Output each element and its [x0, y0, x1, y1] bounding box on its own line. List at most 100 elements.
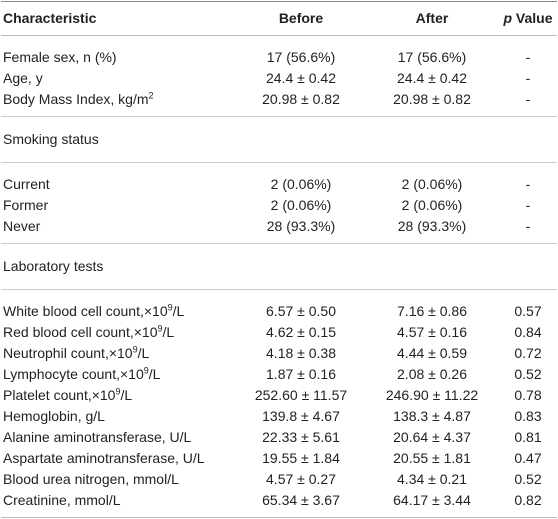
data-row: White blood cell count,×109/L 6.57 ± 0.50…	[1, 290, 557, 323]
label-text: Lymphocyte count,×10	[3, 366, 144, 382]
cell-before: 19.55 ± 1.84	[262, 450, 340, 466]
cell-after: 20.55 ± 1.81	[393, 450, 471, 466]
cell-after: 24.4 ± 0.42	[397, 70, 467, 86]
section-row: Laboratory tests	[1, 243, 557, 290]
row-label: Alanine aminotransferase, U/L	[3, 429, 192, 445]
cell-after: 64.17 ± 3.44	[365, 490, 499, 518]
cell-before: 24.4 ± 0.42	[266, 70, 336, 86]
label-sup: 2	[148, 90, 154, 101]
cell-after: 28 (93.3%)	[365, 216, 499, 244]
cell-p: 0.84	[514, 324, 542, 340]
cell-p: 0.72	[514, 345, 542, 361]
row-label: White blood cell count,×109/L	[1, 290, 237, 323]
label-text: Body Mass Index, kg/m	[3, 91, 149, 107]
header-text: Value	[515, 10, 553, 26]
label-text: Platelet count,×10	[3, 387, 116, 403]
section-title: Smoking status	[1, 116, 557, 163]
header-cell: Before	[237, 1, 365, 36]
row-label: Hemoglobin, g/L	[3, 408, 105, 424]
table-header: Characteristic Before After p Value	[1, 1, 557, 36]
label-text: /L	[162, 324, 175, 340]
cell-after: 2.08 ± 0.26	[397, 366, 467, 382]
section-title: Laboratory tests	[1, 243, 557, 290]
cell-before: 17 (56.6%)	[266, 49, 336, 65]
cell-p: -	[525, 197, 531, 213]
cell-p: -	[499, 89, 557, 117]
cell-before: 4.57 ± 0.27	[266, 471, 336, 487]
cell-after: 2 (0.06%)	[401, 197, 463, 213]
row-label: Age, y	[3, 70, 43, 86]
label-text: /L	[172, 303, 185, 319]
row-label: Aspartate aminotransferase, U/L	[3, 450, 205, 466]
data-row: Hemoglobin, g/L 139.8 ± 4.67 138.3 ± 4.87 0…	[1, 406, 557, 427]
row-label: Lymphocyte count,×109/L	[1, 364, 237, 385]
row-label: Red blood cell count,×109/L	[1, 322, 237, 343]
cell-before: 252.60 ± 11.57	[254, 387, 348, 403]
label-sup: 9	[143, 365, 149, 376]
data-row: Creatinine, mmol/L 65.34 ± 3.67 64.17 ± 3.…	[1, 490, 557, 518]
section-row: Smoking status	[1, 116, 557, 163]
data-row: Neutrophil count,×109/L 4.18 ± 0.38 4.44 ±…	[1, 343, 557, 364]
data-row: Aspartate aminotransferase, U/L 19.55 ± 1…	[1, 448, 557, 469]
data-row: Former 2 (0.06%) 2 (0.06%) -	[1, 195, 557, 216]
header-italic: p	[503, 10, 513, 26]
cell-p: -	[499, 216, 557, 244]
cell-before: 65.34 ± 3.67	[237, 490, 365, 518]
data-row: Never 28 (93.3%) 28 (93.3%) -	[1, 216, 557, 244]
cell-p: 0.52	[514, 366, 542, 382]
cell-p: 0.83	[514, 408, 542, 424]
cell-before: 4.62 ± 0.15	[266, 324, 336, 340]
data-row: Alanine aminotransferase, U/L 22.33 ± 5.6…	[1, 427, 557, 448]
row-label: Female sex, n (%)	[3, 49, 117, 65]
data-row: Lymphocyte count,×109/L 1.87 ± 0.16 2.08 ±…	[1, 364, 557, 385]
cell-before: 4.18 ± 0.38	[266, 345, 336, 361]
cell-p: 0.52	[514, 471, 542, 487]
row-label: Platelet count,×109/L	[1, 385, 237, 406]
cell-after: 4.44 ± 0.59	[397, 345, 467, 361]
label-sup: 9	[115, 386, 121, 397]
label-text: Red blood cell count,×10	[3, 324, 158, 340]
data-row: Current 2 (0.06%) 2 (0.06%) -	[1, 163, 557, 196]
data-row: Female sex, n (%) 17 (56.6%) 17 (56.6%) -	[1, 36, 557, 69]
cell-after: 20.64 ± 4.37	[393, 429, 471, 445]
label-text: /L	[148, 366, 161, 382]
label-text: /L	[120, 387, 133, 403]
cell-p: 0.47	[514, 450, 542, 466]
cell-p: 0.82	[499, 490, 557, 518]
header-cell: After	[365, 1, 499, 36]
cell-p: -	[525, 70, 531, 86]
cell-before: 20.98 ± 0.82	[237, 89, 365, 117]
label-sup: 9	[157, 323, 163, 334]
cell-after: 20.98 ± 0.82	[365, 89, 499, 117]
cell-before: 28 (93.3%)	[237, 216, 365, 244]
cell-p: 0.57	[514, 303, 542, 319]
data-row: Platelet count,×109/L 252.60 ± 11.57 246.9…	[1, 385, 557, 406]
cell-after: 246.90 ± 11.22	[385, 387, 479, 403]
label-text: Neutrophil count,×10	[3, 345, 133, 361]
data-row: Blood urea nitrogen, mmol/L 4.57 ± 0.27 4.…	[1, 469, 557, 490]
cell-p: 0.78	[514, 387, 542, 403]
cell-before: 2 (0.06%)	[270, 197, 332, 213]
cell-before: 139.8 ± 4.67	[262, 408, 340, 424]
label-sup: 9	[132, 344, 138, 355]
cell-after: 4.57 ± 0.16	[397, 324, 467, 340]
row-label: Current	[3, 176, 50, 192]
cell-before: 1.87 ± 0.16	[266, 366, 336, 382]
data-row: Age, y 24.4 ± 0.42 24.4 ± 0.42 -	[1, 68, 557, 89]
cell-before: 6.57 ± 0.50	[266, 303, 336, 319]
row-label: Blood urea nitrogen, mmol/L	[3, 471, 179, 487]
cell-p: -	[525, 49, 531, 65]
cell-before: 2 (0.06%)	[270, 176, 332, 192]
cell-after: 7.16 ± 0.86	[397, 303, 467, 319]
label-text: /L	[137, 345, 150, 361]
cell-after: 138.3 ± 4.87	[393, 408, 471, 424]
row-label: Former	[3, 197, 49, 213]
label-sup: 9	[167, 302, 173, 313]
cell-before: 22.33 ± 5.61	[262, 429, 340, 445]
cell-after: 4.34 ± 0.21	[397, 471, 467, 487]
header-cell: p Value	[499, 1, 557, 36]
header-cell: Characteristic	[1, 1, 237, 36]
cell-after: 17 (56.6%)	[397, 49, 467, 65]
